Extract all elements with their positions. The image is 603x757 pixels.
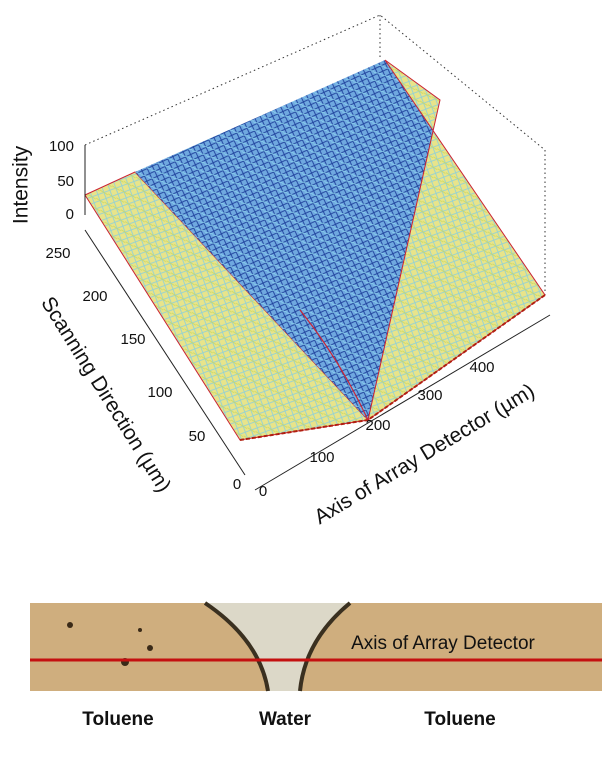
axes bbox=[84, 145, 551, 491]
x-tick-label: 200 bbox=[365, 417, 390, 434]
micrograph bbox=[30, 601, 602, 692]
y-tick-label: 50 bbox=[189, 428, 206, 445]
region-label: Toluene bbox=[82, 709, 153, 730]
region-label: Water bbox=[259, 709, 312, 730]
y-tick-label: 200 bbox=[82, 288, 107, 305]
y-tick-label: 250 bbox=[45, 245, 70, 262]
z-tick-label: 50 bbox=[57, 173, 74, 190]
z-tick-label: 0 bbox=[66, 206, 74, 223]
x-tick-label: 300 bbox=[417, 387, 442, 404]
x-tick-label: 100 bbox=[309, 449, 334, 466]
x-tick-label: 0 bbox=[259, 483, 267, 500]
z-tick-label: 100 bbox=[49, 138, 74, 155]
region-label: Toluene bbox=[424, 709, 495, 730]
y-tick-label: 100 bbox=[147, 384, 172, 401]
y-tick-label: 0 bbox=[233, 476, 241, 493]
micrograph-annotation: Axis of Array Detector bbox=[351, 633, 535, 654]
z-axis-label: Intensity bbox=[10, 145, 33, 224]
plot-box bbox=[84, 14, 546, 295]
surface bbox=[84, 59, 546, 441]
x-tick-label: 400 bbox=[469, 359, 494, 376]
y-tick-label: 150 bbox=[120, 331, 145, 348]
